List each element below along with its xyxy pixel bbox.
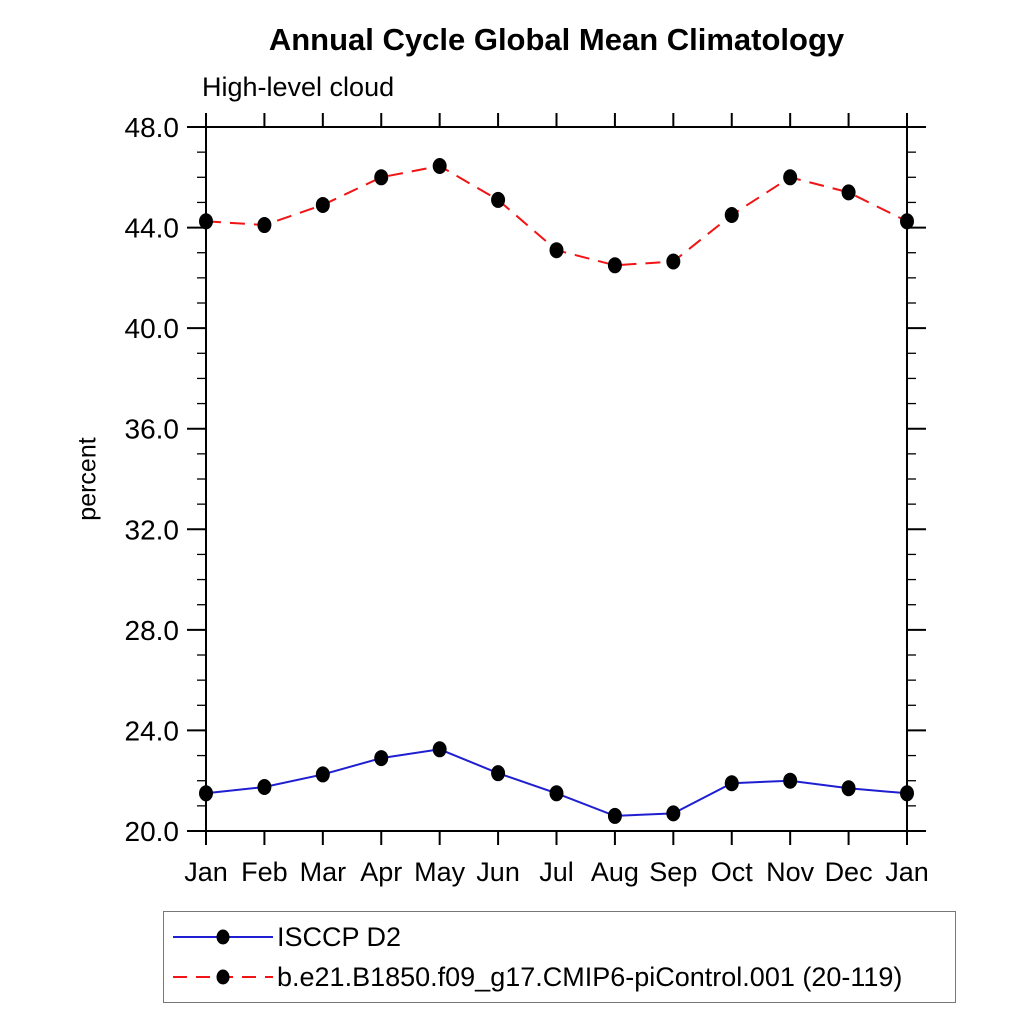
legend-item-isccp: ISCCP D2 <box>164 917 955 957</box>
svg-text:Nov: Nov <box>766 857 815 887</box>
legend-label-isccp: ISCCP D2 <box>277 921 402 952</box>
legend-label-picontrol: b.e21.B1850.f09_g17.CMIP6-piControl.001 … <box>277 961 903 992</box>
legend-item-picontrol: b.e21.B1850.f09_g17.CMIP6-piControl.001 … <box>164 957 955 997</box>
svg-text:20.0: 20.0 <box>125 816 180 847</box>
svg-text:24.0: 24.0 <box>125 715 180 746</box>
chart-title: Annual Cycle Global Mean Climatology <box>268 22 845 57</box>
svg-text:48.0: 48.0 <box>125 112 180 143</box>
legend: ISCCP D2 b.e21.B1850.f09_g17.CMIP6-piCon… <box>163 911 956 1003</box>
svg-text:Jul: Jul <box>539 857 574 887</box>
svg-text:Apr: Apr <box>360 857 402 887</box>
svg-text:40.0: 40.0 <box>125 313 180 344</box>
svg-text:May: May <box>414 857 466 887</box>
svg-text:28.0: 28.0 <box>125 615 180 646</box>
svg-text:Oct: Oct <box>711 857 754 887</box>
svg-text:Feb: Feb <box>241 857 288 887</box>
svg-text:Mar: Mar <box>300 857 347 887</box>
svg-text:Aug: Aug <box>591 857 639 887</box>
svg-text:Sep: Sep <box>649 857 697 887</box>
svg-text:44.0: 44.0 <box>125 213 180 244</box>
svg-text:Jun: Jun <box>476 857 520 887</box>
svg-text:32.0: 32.0 <box>125 514 180 545</box>
svg-text:Jan: Jan <box>885 857 929 887</box>
svg-text:36.0: 36.0 <box>125 414 180 445</box>
solid-line-marker-swatch-icon <box>173 929 273 945</box>
svg-text:Dec: Dec <box>825 857 873 887</box>
dashed-line-marker-swatch-icon <box>173 969 273 985</box>
svg-text:Jan: Jan <box>184 857 228 887</box>
chart-subtitle: High-level cloud <box>202 72 395 102</box>
